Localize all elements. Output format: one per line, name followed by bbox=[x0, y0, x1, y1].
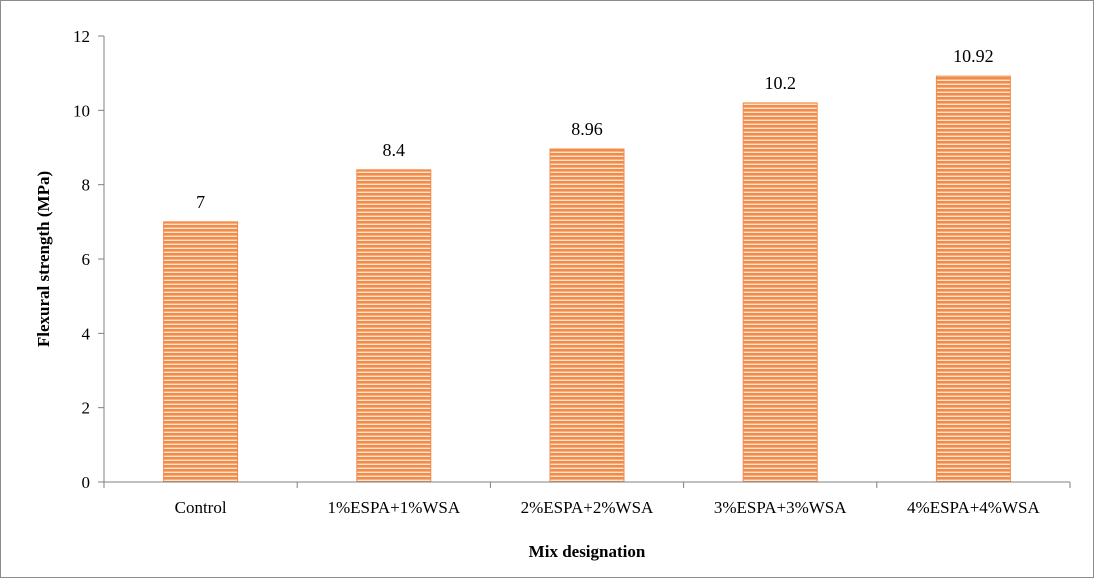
y-axis-title: Flexural strength (MPa) bbox=[34, 171, 53, 347]
bar-4 bbox=[935, 75, 1011, 483]
bar-1 bbox=[356, 169, 432, 483]
y-tick-label-2: 4 bbox=[82, 324, 91, 343]
bar-2 bbox=[549, 148, 625, 483]
data-label-3: 10.2 bbox=[764, 73, 796, 93]
data-label-1: 8.4 bbox=[383, 140, 406, 160]
y-tick-label-6: 12 bbox=[73, 27, 90, 46]
data-label-2: 8.96 bbox=[571, 119, 603, 139]
bars-group bbox=[163, 75, 1011, 483]
data-label-4: 10.92 bbox=[953, 46, 994, 66]
x-tick-label-0: Control bbox=[175, 498, 227, 517]
x-tick-label-4: 4%ESPA+4%WSA bbox=[907, 498, 1040, 517]
y-tick-label-3: 6 bbox=[82, 250, 91, 269]
bar-0 bbox=[163, 221, 239, 483]
x-ticks-group: Control 1%ESPA+1%WSA 2%ESPA+2%WSA 3%ESPA+3%… bbox=[103, 482, 1071, 517]
x-tick-label-2: 2%ESPA+2%WSA bbox=[521, 498, 654, 517]
x-tick-label-1: 1%ESPA+1%WSA bbox=[327, 498, 460, 517]
data-label-0: 7 bbox=[196, 192, 205, 212]
y-tick-label-0: 0 bbox=[82, 473, 91, 492]
y-ticks-group: 0 2 4 6 8 10 12 bbox=[73, 27, 104, 492]
data-labels-group: 7 8.4 8.96 10.2 10.92 bbox=[196, 46, 994, 212]
bar-3 bbox=[742, 102, 818, 483]
y-tick-label-1: 2 bbox=[82, 399, 91, 418]
x-axis-title: Mix designation bbox=[529, 542, 646, 561]
x-tick-label-3: 3%ESPA+3%WSA bbox=[714, 498, 847, 517]
y-tick-label-5: 10 bbox=[73, 101, 90, 120]
y-tick-label-4: 8 bbox=[82, 176, 91, 195]
